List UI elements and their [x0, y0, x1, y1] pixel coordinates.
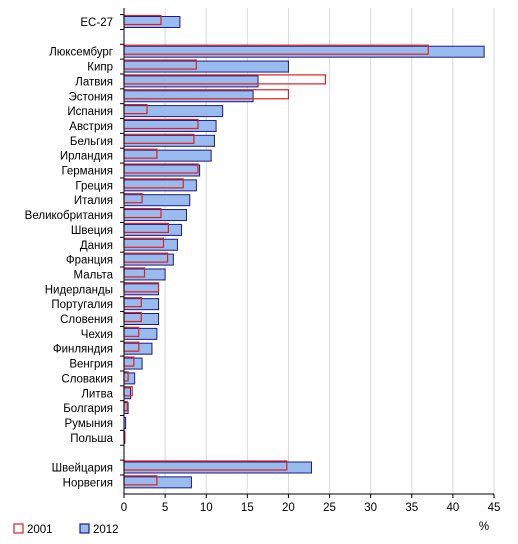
- bar-2012: [123, 149, 212, 162]
- bar-2012: [123, 60, 289, 73]
- legend-label-2012: 2012: [93, 524, 119, 536]
- category-label: Финляндия: [53, 344, 113, 356]
- bar-2012: [123, 223, 183, 236]
- category-label: Латвия: [75, 76, 113, 88]
- category-labels: ЕС-27 Люксембург Кипр Латвия Эстония Испания А…: [25, 17, 114, 489]
- x-tick-label: 30: [364, 502, 377, 514]
- bar-2012: [123, 75, 259, 88]
- category-label: Польша: [70, 433, 113, 445]
- legend-swatch-2012: [79, 523, 90, 534]
- category-label: Мальта: [74, 269, 114, 281]
- bar-2012: [123, 476, 192, 489]
- bar-2012: [123, 461, 312, 474]
- category-label: ЕС-27: [80, 17, 113, 29]
- bar-2012: [123, 179, 197, 192]
- tick-labels: 0 5 10 15 20 25 30 35 40 45: [121, 502, 501, 514]
- x-tick-label: 10: [200, 502, 213, 514]
- category-label: Греция: [75, 180, 113, 192]
- category-label: Великобритания: [25, 210, 113, 222]
- grid-lines: [164, 8, 495, 494]
- category-label: Венгрия: [69, 359, 113, 371]
- bar-2012: [123, 164, 201, 177]
- x-tick-label: 35: [405, 502, 418, 514]
- axes: [120, 8, 495, 498]
- category-label: Франция: [66, 255, 113, 267]
- category-label: Кипр: [87, 62, 113, 74]
- category-label: Ирландия: [60, 151, 113, 163]
- category-label: Дания: [80, 240, 113, 252]
- bar-2012: [123, 209, 187, 222]
- legend-label-2001: 2001: [27, 524, 53, 536]
- bar-2012: [123, 119, 217, 132]
- x-axis-unit-label: %: [479, 521, 489, 533]
- bar-2012: [123, 194, 191, 207]
- bar-2012: [123, 105, 224, 118]
- x-tick-label: 25: [323, 502, 336, 514]
- bar-2012: [123, 283, 160, 296]
- category-label: Чехия: [81, 329, 113, 341]
- x-tick-label: 20: [282, 502, 295, 514]
- category-label: Италия: [74, 195, 113, 207]
- bar-2012: [123, 45, 485, 58]
- category-label: Румыния: [65, 418, 113, 430]
- category-label: Эстония: [68, 91, 113, 103]
- category-label: Австрия: [69, 121, 113, 133]
- category-label: Швейцария: [52, 463, 113, 475]
- bar-2012: [123, 90, 254, 103]
- x-tick-label: 5: [162, 502, 168, 514]
- category-label: Швеция: [71, 225, 113, 237]
- category-label: Испания: [67, 106, 113, 118]
- category-label: Португалия: [51, 299, 113, 311]
- bars: [123, 14, 485, 489]
- category-label: Литва: [81, 388, 113, 400]
- x-tick-label: 40: [446, 502, 459, 514]
- bar-2012: [123, 372, 136, 385]
- category-label: Норвегия: [63, 477, 113, 489]
- bar-2012: [123, 387, 132, 400]
- bar-2012: [123, 238, 178, 251]
- category-label: Словакия: [61, 373, 113, 385]
- x-tick-label: 45: [488, 502, 501, 514]
- bar-2012: [123, 253, 174, 266]
- bar-2012: [123, 357, 143, 370]
- legend: 2001 2012: [13, 523, 119, 536]
- category-label: Бельгия: [70, 136, 113, 148]
- category-label: Болгария: [63, 403, 113, 415]
- category-label: Германия: [61, 166, 113, 178]
- category-label: Словения: [60, 314, 113, 326]
- legend-swatch-2001: [13, 523, 24, 534]
- bar-2012: [123, 342, 153, 355]
- x-tick-label: 15: [241, 502, 254, 514]
- category-label: Люксембург: [49, 47, 113, 59]
- x-tick-label: 0: [121, 502, 127, 514]
- bar-2012: [123, 16, 181, 28]
- bar-2012: [123, 327, 158, 340]
- bar-2012: [123, 134, 215, 147]
- category-label: Нидерланды: [45, 284, 113, 296]
